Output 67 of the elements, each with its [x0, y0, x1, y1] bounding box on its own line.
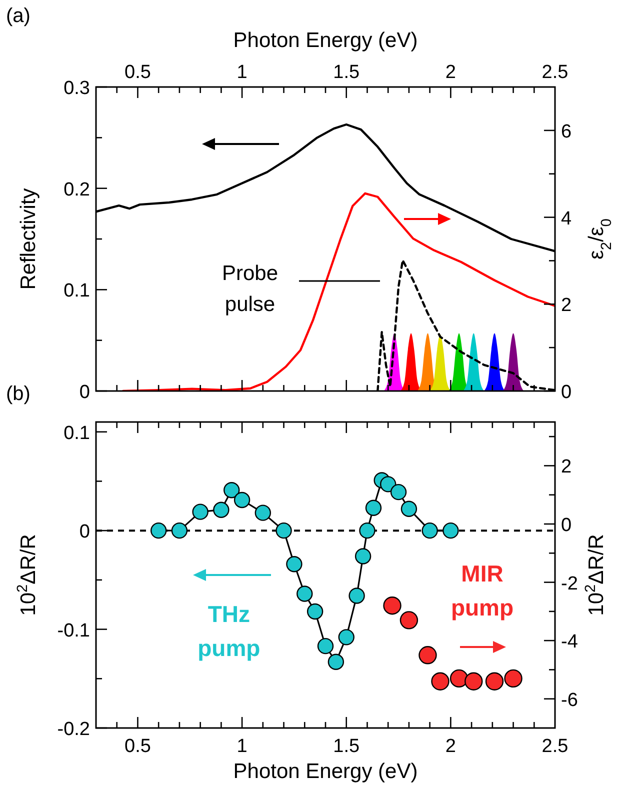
x-tick-label: 2.5 — [542, 736, 568, 757]
y2-tick-label: -6 — [561, 690, 578, 711]
point — [400, 500, 418, 517]
point — [450, 669, 468, 688]
point — [442, 522, 459, 539]
point — [422, 522, 438, 539]
annotation: Probe pulse — [222, 262, 278, 316]
point — [348, 588, 365, 604]
x-tick-label: 1 — [236, 62, 248, 83]
y-tick-label: 0 — [79, 382, 90, 403]
point — [418, 646, 437, 664]
y2-tick-label: 0 — [561, 515, 572, 536]
y2-tick-label: 4 — [561, 208, 572, 230]
point — [234, 492, 250, 508]
point — [192, 504, 208, 520]
y2-tick-label: 2 — [561, 295, 572, 316]
point — [354, 548, 372, 564]
y-tick-label: 0.3 — [64, 78, 90, 99]
point — [286, 556, 302, 572]
point — [431, 672, 450, 690]
y2-tick-label: -4 — [561, 632, 578, 653]
y2-tick-label: -2 — [561, 573, 578, 594]
point — [171, 522, 188, 539]
point — [317, 638, 334, 654]
point — [328, 654, 344, 670]
x-tick-label: 0.5 — [124, 62, 151, 83]
point — [365, 500, 382, 516]
x-tick-label: 2.5 — [542, 62, 568, 83]
text: (a) — [6, 5, 30, 27]
x-tick-label: 1 — [236, 736, 248, 757]
y-tick-label: 0.1 — [64, 422, 90, 444]
line-series — [122, 192, 555, 391]
y-tick-label: 0 — [79, 522, 90, 543]
y-tick-label: -0.1 — [57, 620, 90, 642]
point — [276, 522, 292, 539]
legend-label: THz pump — [198, 600, 260, 661]
x-tick-label: 0.5 — [124, 736, 151, 757]
x-axis-title: Photon Energy (eV) — [233, 29, 418, 52]
point — [380, 476, 396, 492]
y2-tick-label: 0 — [561, 382, 572, 403]
point — [485, 672, 504, 690]
y-tick-label: 0.1 — [64, 280, 90, 302]
y-axis-title: Reflectivity — [17, 188, 40, 290]
text: (b) — [6, 383, 30, 405]
point — [400, 611, 418, 630]
point — [296, 586, 313, 602]
point — [224, 482, 240, 498]
point — [383, 596, 402, 615]
x-tick-label: 2 — [445, 736, 456, 757]
y-tick-label: -0.2 — [57, 719, 90, 740]
point — [359, 522, 376, 539]
point — [150, 522, 167, 539]
point — [390, 484, 407, 500]
y-tick-label: 0.2 — [64, 179, 90, 200]
series-label: MIR pump — [450, 560, 514, 621]
point — [504, 669, 522, 688]
x-tick-label: 1.5 — [333, 736, 360, 757]
x-tick-label: 1.5 — [333, 62, 360, 83]
x-axis-title: Photon Energy (eV) — [233, 760, 418, 783]
point — [338, 629, 354, 646]
y2-tick-label: 2 — [561, 456, 572, 478]
point — [464, 672, 483, 690]
x-tick-label: 2 — [445, 62, 456, 83]
y2-tick-label: 6 — [561, 121, 572, 142]
point — [254, 504, 272, 521]
point — [306, 603, 324, 620]
point — [213, 502, 230, 518]
